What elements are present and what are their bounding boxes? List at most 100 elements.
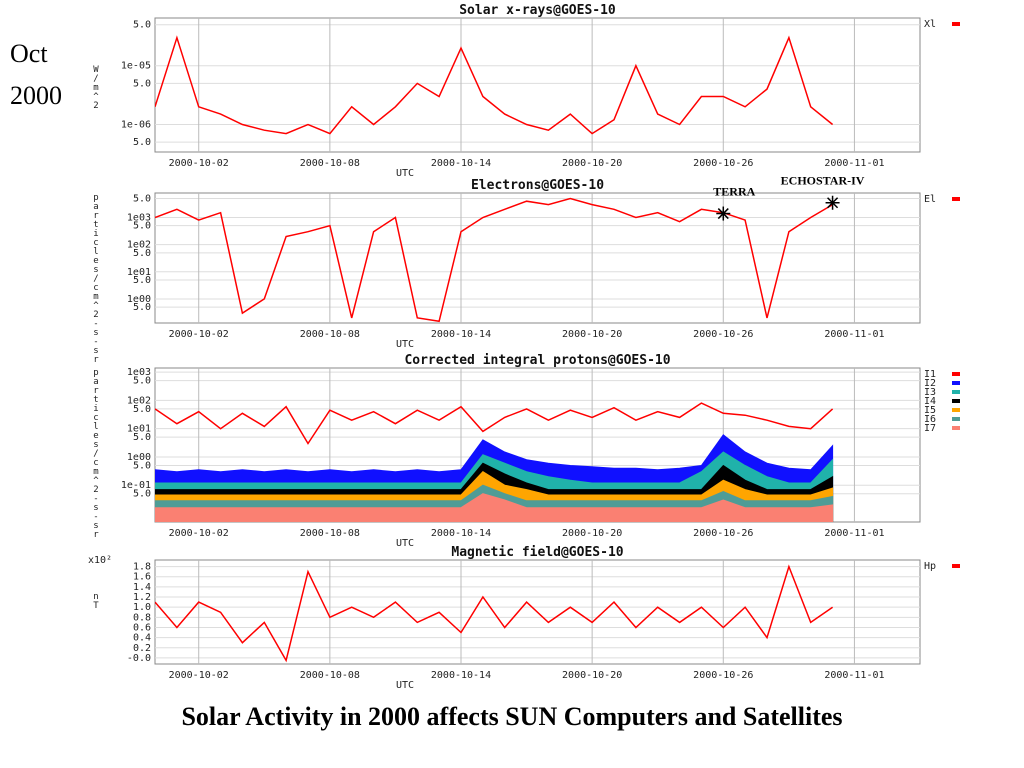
annotation-label: TERRA (713, 185, 755, 199)
data-layer (155, 564, 834, 663)
legend-label: I4 (924, 396, 936, 407)
y-tick-label: 5.0 (133, 404, 151, 415)
chart-title: Electrons@GOES-10 (471, 178, 604, 193)
y-tick-label: 1e01 (127, 267, 151, 278)
y-tick-label: 5.0 (133, 194, 151, 205)
x-tick-label: 2000-10-26 (693, 158, 753, 169)
legend-label: I5 (924, 405, 936, 416)
x-tick-label: 2000-11-01 (824, 329, 884, 340)
legend-label: I3 (924, 387, 936, 398)
side-note: 2000 (10, 81, 62, 110)
annotation-marker (825, 195, 840, 210)
series-line (155, 35, 834, 135)
y-tick-label: 0.2 (133, 643, 151, 654)
caption: Solar Activity in 2000 affects SUN Compu… (181, 702, 842, 731)
y-tick-label: 1e00 (127, 294, 151, 305)
legend-label: Hp (924, 561, 936, 572)
x-tick-label: 2000-10-08 (300, 528, 360, 539)
y-tick-label: 1.6 (133, 572, 151, 583)
y-tick-label: 1e-06 (121, 119, 151, 130)
panel: Electrons@GOES-105.01e035.01e025.01e015.… (91, 174, 960, 364)
series-area (155, 493, 834, 522)
series-line (155, 197, 833, 323)
plot-frame (154, 17, 921, 153)
x-tick-label: 2000-10-08 (300, 670, 360, 681)
marker-stroke (717, 208, 729, 220)
y-tick-label: 1.0 (133, 602, 151, 613)
marker-stroke (827, 197, 839, 209)
x-axis-label: UTC (396, 538, 414, 549)
x-axis-label: UTC (396, 339, 414, 350)
x-tick-label: 2000-10-02 (169, 158, 229, 169)
x-tick-label: 2000-10-08 (300, 329, 360, 340)
y-axis-label: particles/cm^2-s-sr (91, 193, 101, 364)
x-tick-label: 2000-10-14 (431, 158, 491, 169)
y-tick-label: 5.0 (133, 20, 151, 31)
y-tick-label: 1e-05 (121, 61, 151, 72)
y-tick-label: 5.0 (133, 489, 151, 500)
x-tick-label: 2000-11-01 (824, 528, 884, 539)
y-tick-label: 1e-01 (121, 480, 151, 491)
y-tick-label: 1e02 (127, 395, 151, 406)
y-tick-label: 1e03 (127, 213, 151, 224)
legend-label: I1 (924, 369, 936, 380)
y-tick-label: 5.0 (133, 221, 151, 232)
x-tick-label: 2000-10-14 (431, 528, 491, 539)
x-tick-label: 2000-10-02 (169, 528, 229, 539)
series-line (155, 402, 834, 445)
legend-label: I6 (924, 414, 936, 425)
y-tick-label: 1.2 (133, 592, 151, 603)
x-tick-label: 2000-10-26 (693, 670, 753, 681)
x-tick-label: 2000-10-08 (300, 158, 360, 169)
y-tick-label: 1e00 (127, 452, 151, 463)
chart-title: Corrected integral protons@GOES-10 (404, 353, 670, 368)
plot-frame (154, 192, 921, 324)
y-tick-label: 0.6 (133, 622, 151, 633)
y-tick-label: 5.0 (133, 432, 151, 443)
y-tick-label: 0.8 (133, 612, 151, 623)
plot-frame (154, 559, 921, 665)
panel: Corrected integral protons@GOES-101e035.… (91, 353, 960, 549)
y-tick-label: 5.0 (133, 137, 151, 148)
y-axis-label: W/m^2 (91, 65, 101, 110)
legend-swatch (952, 399, 960, 403)
legend-swatch (952, 417, 960, 421)
x-tick-label: 2000-10-14 (431, 670, 491, 681)
x-tick-label: 2000-11-01 (824, 670, 884, 681)
legend-swatch (952, 372, 960, 376)
y-tick-label: 1.8 (133, 562, 151, 573)
y-tick-label: 5.0 (133, 460, 151, 471)
x-tick-label: 2000-10-02 (169, 670, 229, 681)
y-tick-label: 5.0 (133, 78, 151, 89)
data-layer (155, 402, 834, 522)
chart-title: Magnetic field@GOES-10 (451, 545, 623, 560)
legend-label: El (924, 194, 936, 205)
series-line (155, 564, 834, 663)
x-tick-label: 2000-10-14 (431, 329, 491, 340)
y-tick-label: 1.4 (133, 582, 151, 593)
x-tick-label: 2000-10-20 (562, 528, 622, 539)
y-tick-label: 5.0 (133, 376, 151, 387)
panel: Magnetic field@GOES-10 1.81.61.41.21.00.8… (88, 545, 960, 691)
legend-swatch (952, 390, 960, 394)
legend-label: Xl (924, 19, 936, 30)
chart-title: Solar x-rays@GOES-10 (459, 3, 616, 18)
x-tick-label: 2000-10-20 (562, 670, 622, 681)
legend-swatch (952, 22, 960, 26)
y-tick-label: 0.4 (133, 633, 151, 644)
x-axis-label: UTC (396, 680, 414, 691)
data-layer (155, 197, 833, 323)
y-tick-label: -0.0 (127, 653, 151, 664)
y-tick-label: 5.0 (133, 248, 151, 259)
y-tick-label: 1e01 (127, 424, 151, 435)
data-layer (155, 35, 834, 135)
x-tick-label: 2000-10-20 (562, 158, 622, 169)
x-tick-label: 2000-10-02 (169, 329, 229, 340)
x-tick-label: 2000-10-20 (562, 329, 622, 340)
legend-swatch (952, 197, 960, 201)
y-tick-label: 1e02 (127, 240, 151, 251)
x-tick-label: 2000-10-26 (693, 528, 753, 539)
legend-swatch (952, 426, 960, 430)
legend-swatch (952, 381, 960, 385)
